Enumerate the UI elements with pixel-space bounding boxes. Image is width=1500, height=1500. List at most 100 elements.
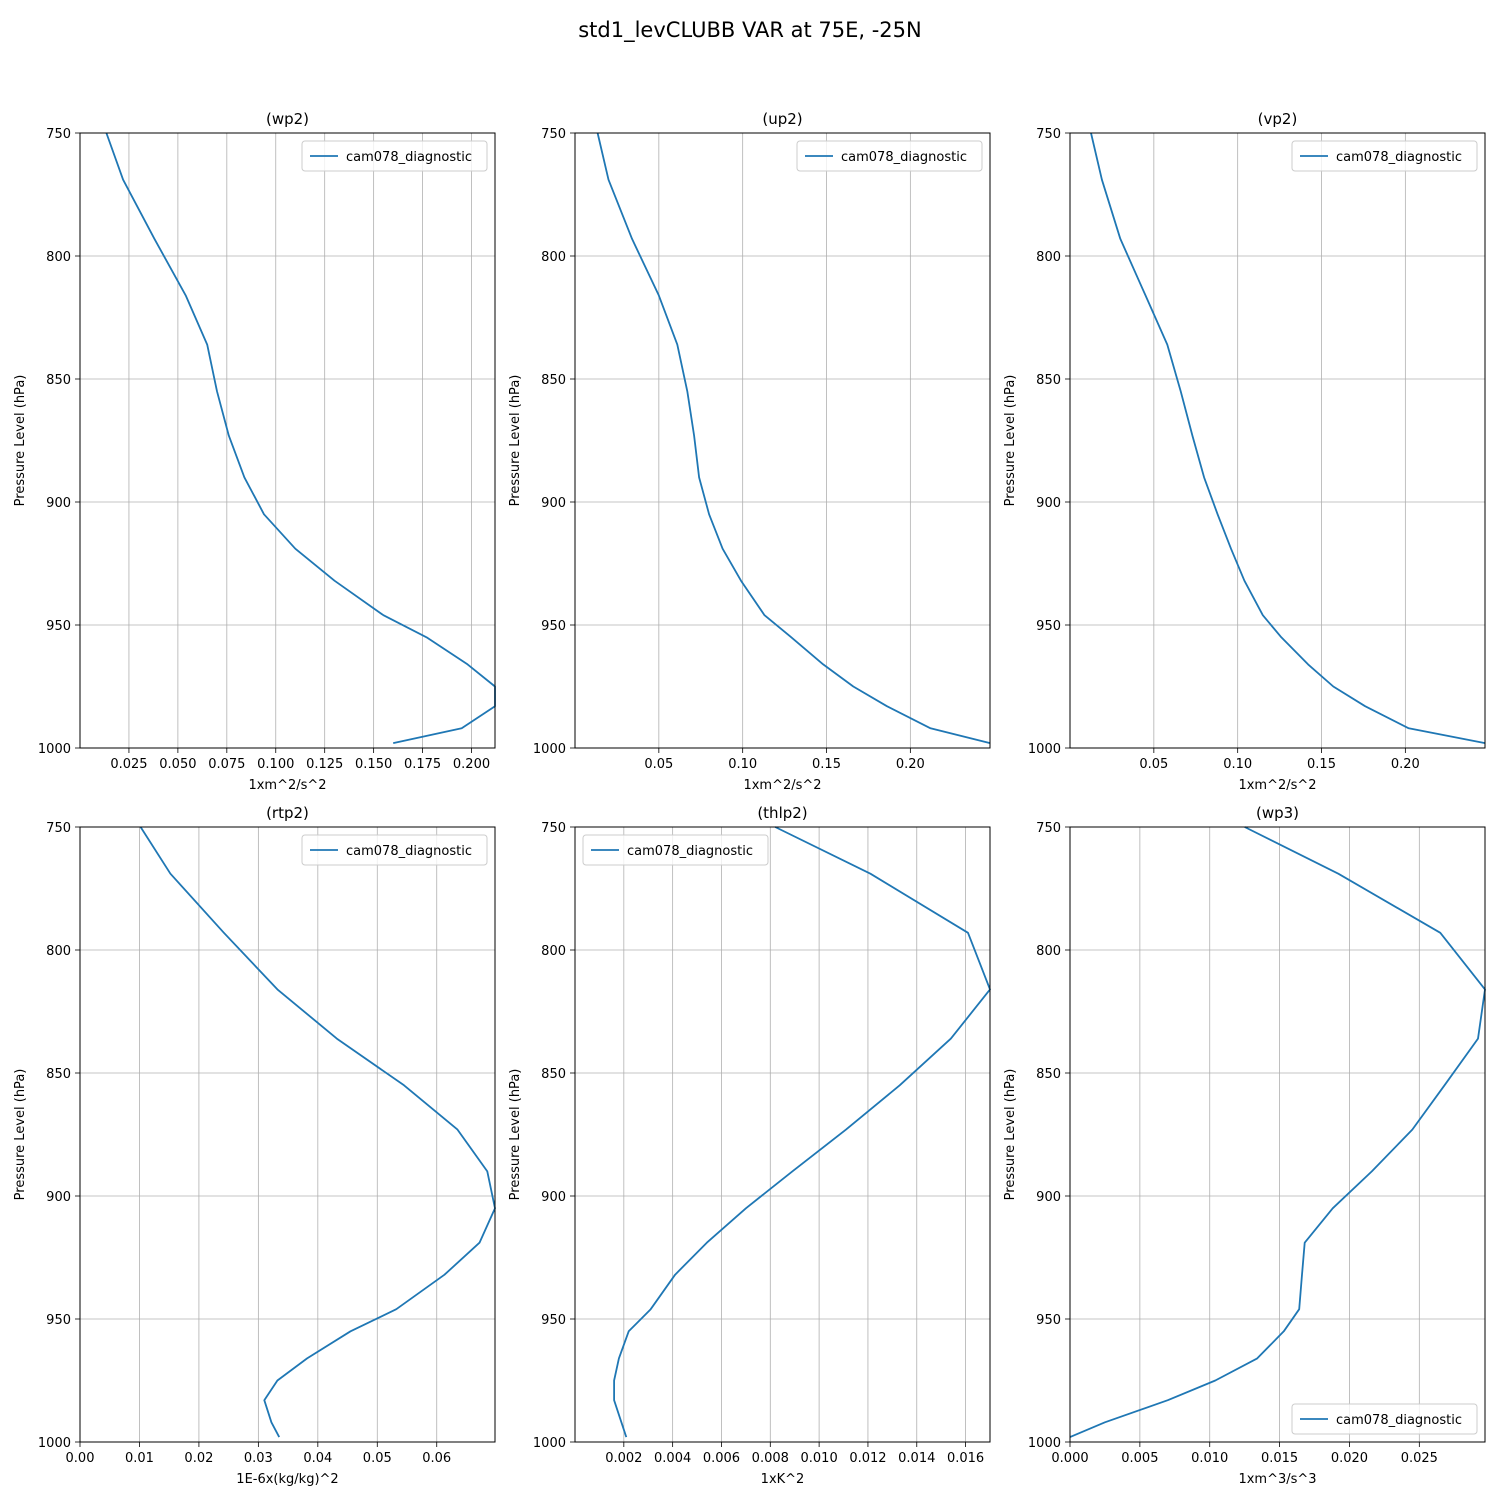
axes-frame [79, 826, 496, 1443]
y-tick-label: 850 [1036, 1067, 1061, 1082]
legend-label: cam078_diagnostic [841, 150, 967, 165]
x-tick-label: 0.015 [1261, 1451, 1298, 1466]
y-tick-label: 950 [46, 619, 71, 634]
y-tick-label: 850 [46, 1067, 71, 1082]
series-line-cam078_diagnostic [596, 132, 991, 744]
subplot-3: 0.05 0.10 0.15 0.20 750 800 850 900 950 1000 (vp2)… [1003, 110, 1486, 793]
y-tick-label: 900 [46, 1190, 71, 1205]
y-axis-label: Pressure Level (hPa) [508, 375, 523, 507]
y-tick-label: 850 [541, 1067, 566, 1082]
y-tick-label: 1000 [38, 742, 71, 757]
legend-box [1291, 140, 1478, 172]
x-tick-label: 0.005 [1121, 1451, 1158, 1466]
x-tick-label: 0.075 [208, 757, 245, 772]
y-tick-label: 800 [1036, 944, 1061, 959]
x-tick-label: 0.05 [1139, 757, 1168, 772]
legend-label: cam078_diagnostic [1336, 150, 1462, 165]
legend-box [301, 834, 488, 866]
x-tick-label: 0.06 [422, 1451, 451, 1466]
plot-area [1070, 133, 1485, 748]
x-tick-label: 0.100 [257, 757, 294, 772]
y-tick-label: 950 [541, 619, 566, 634]
series-line-cam078_diagnostic [1069, 826, 1486, 1438]
y-tick-label: 900 [541, 1190, 566, 1205]
axes-frame [79, 132, 496, 749]
y-tick-label: 950 [46, 1313, 71, 1328]
legend: cam078_diagnostic [301, 834, 488, 866]
legend: cam078_diagnostic [796, 140, 983, 172]
legend: cam078_diagnostic [301, 140, 488, 172]
subplot-title: (wp2) [266, 110, 309, 128]
figure-title: std1_levCLUBB VAR at 75E, -25N [578, 18, 922, 43]
legend-box [582, 834, 769, 866]
x-tick-label: 0.04 [303, 1451, 332, 1466]
x-tick-label: 0.025 [1401, 1451, 1438, 1466]
x-axis-label: 1xm^2/s^2 [743, 778, 821, 793]
y-tick-label: 750 [1036, 127, 1061, 142]
x-tick-label: 0.00 [66, 1451, 95, 1466]
x-tick-label: 0.20 [896, 757, 925, 772]
x-tick-label: 0.15 [812, 757, 841, 772]
x-tick-label: 0.10 [1223, 757, 1252, 772]
legend-box [301, 140, 488, 172]
y-tick-label: 850 [541, 373, 566, 388]
x-tick-label: 0.014 [898, 1451, 935, 1466]
y-tick-label: 800 [46, 250, 71, 265]
y-tick-label: 1000 [38, 1436, 71, 1451]
axes-frame [1069, 132, 1486, 749]
x-tick-label: 0.10 [728, 757, 757, 772]
y-tick-label: 900 [541, 496, 566, 511]
subplot-grid: 0.025 0.050 0.075 0.100 0.125 0.150 0.175 0.20 0… [13, 110, 1486, 1487]
legend-label: cam078_diagnostic [346, 150, 472, 165]
y-tick-label: 950 [1036, 619, 1061, 634]
y-tick-label: 800 [46, 944, 71, 959]
x-tick-label: 0.025 [110, 757, 147, 772]
x-tick-label: 0.125 [306, 757, 343, 772]
x-tick-label: 0.150 [355, 757, 392, 772]
y-tick-label: 900 [46, 496, 71, 511]
x-tick-label: 0.020 [1331, 1451, 1368, 1466]
y-tick-label: 850 [46, 373, 71, 388]
y-tick-label: 750 [46, 821, 71, 836]
x-axis-label: 1E-6x(kg/kg)^2 [236, 1472, 338, 1487]
x-tick-label: 0.010 [801, 1451, 838, 1466]
x-axis-label: 1xm^3/s^3 [1238, 1472, 1316, 1487]
y-tick-label: 1000 [533, 742, 566, 757]
x-tick-label: 0.006 [703, 1451, 740, 1466]
subplot-5: 0.002 0.004 0.006 0.008 0.010 0.012 0.014 0.016… [508, 804, 991, 1487]
subplot-title: (wp3) [1256, 804, 1299, 822]
y-tick-label: 750 [1036, 821, 1061, 836]
y-tick-label: 750 [541, 127, 566, 142]
y-axis-label: Pressure Level (hPa) [1003, 375, 1018, 507]
y-tick-label: 800 [541, 944, 566, 959]
subplot-2: 0.05 0.10 0.15 0.20 750 800 850 900 950 1000 (up2)… [508, 110, 991, 793]
x-tick-label: 0.050 [159, 757, 196, 772]
y-tick-label: 900 [1036, 496, 1061, 511]
y-tick-label: 750 [541, 821, 566, 836]
subplot-4: 0.00 0.01 0.02 0.03 0.04 0.05 0.06 750 800 850 900… [13, 804, 496, 1487]
legend-box [1291, 1403, 1478, 1435]
y-tick-label: 1000 [1028, 1436, 1061, 1451]
legend-label: cam078_diagnostic [1336, 1413, 1462, 1428]
y-tick-label: 950 [541, 1313, 566, 1328]
y-axis-label: Pressure Level (hPa) [13, 375, 28, 507]
x-tick-label: 0.175 [404, 757, 441, 772]
subplot-1: 0.025 0.050 0.075 0.100 0.125 0.150 0.175 0.200… [13, 110, 496, 793]
subplot-title: (thlp2) [757, 804, 807, 822]
legend-box [796, 140, 983, 172]
legend: cam078_diagnostic [1291, 1403, 1478, 1435]
plot-area [80, 827, 495, 1442]
subplot-6: 0.000 0.005 0.010 0.015 0.020 0.025 750 800 850 9… [1003, 804, 1486, 1487]
subplot-title: (vp2) [1258, 110, 1298, 128]
x-tick-label: 0.008 [752, 1451, 789, 1466]
plot-area [575, 133, 990, 748]
x-tick-label: 0.004 [654, 1451, 691, 1466]
x-axis-label: 1xK^2 [761, 1472, 805, 1487]
y-axis-label: Pressure Level (hPa) [13, 1069, 28, 1201]
axes-frame [574, 132, 991, 749]
x-tick-label: 0.15 [1307, 757, 1336, 772]
y-tick-label: 750 [46, 127, 71, 142]
legend: cam078_diagnostic [1291, 140, 1478, 172]
axes-frame [1069, 826, 1486, 1443]
y-tick-label: 950 [1036, 1313, 1061, 1328]
